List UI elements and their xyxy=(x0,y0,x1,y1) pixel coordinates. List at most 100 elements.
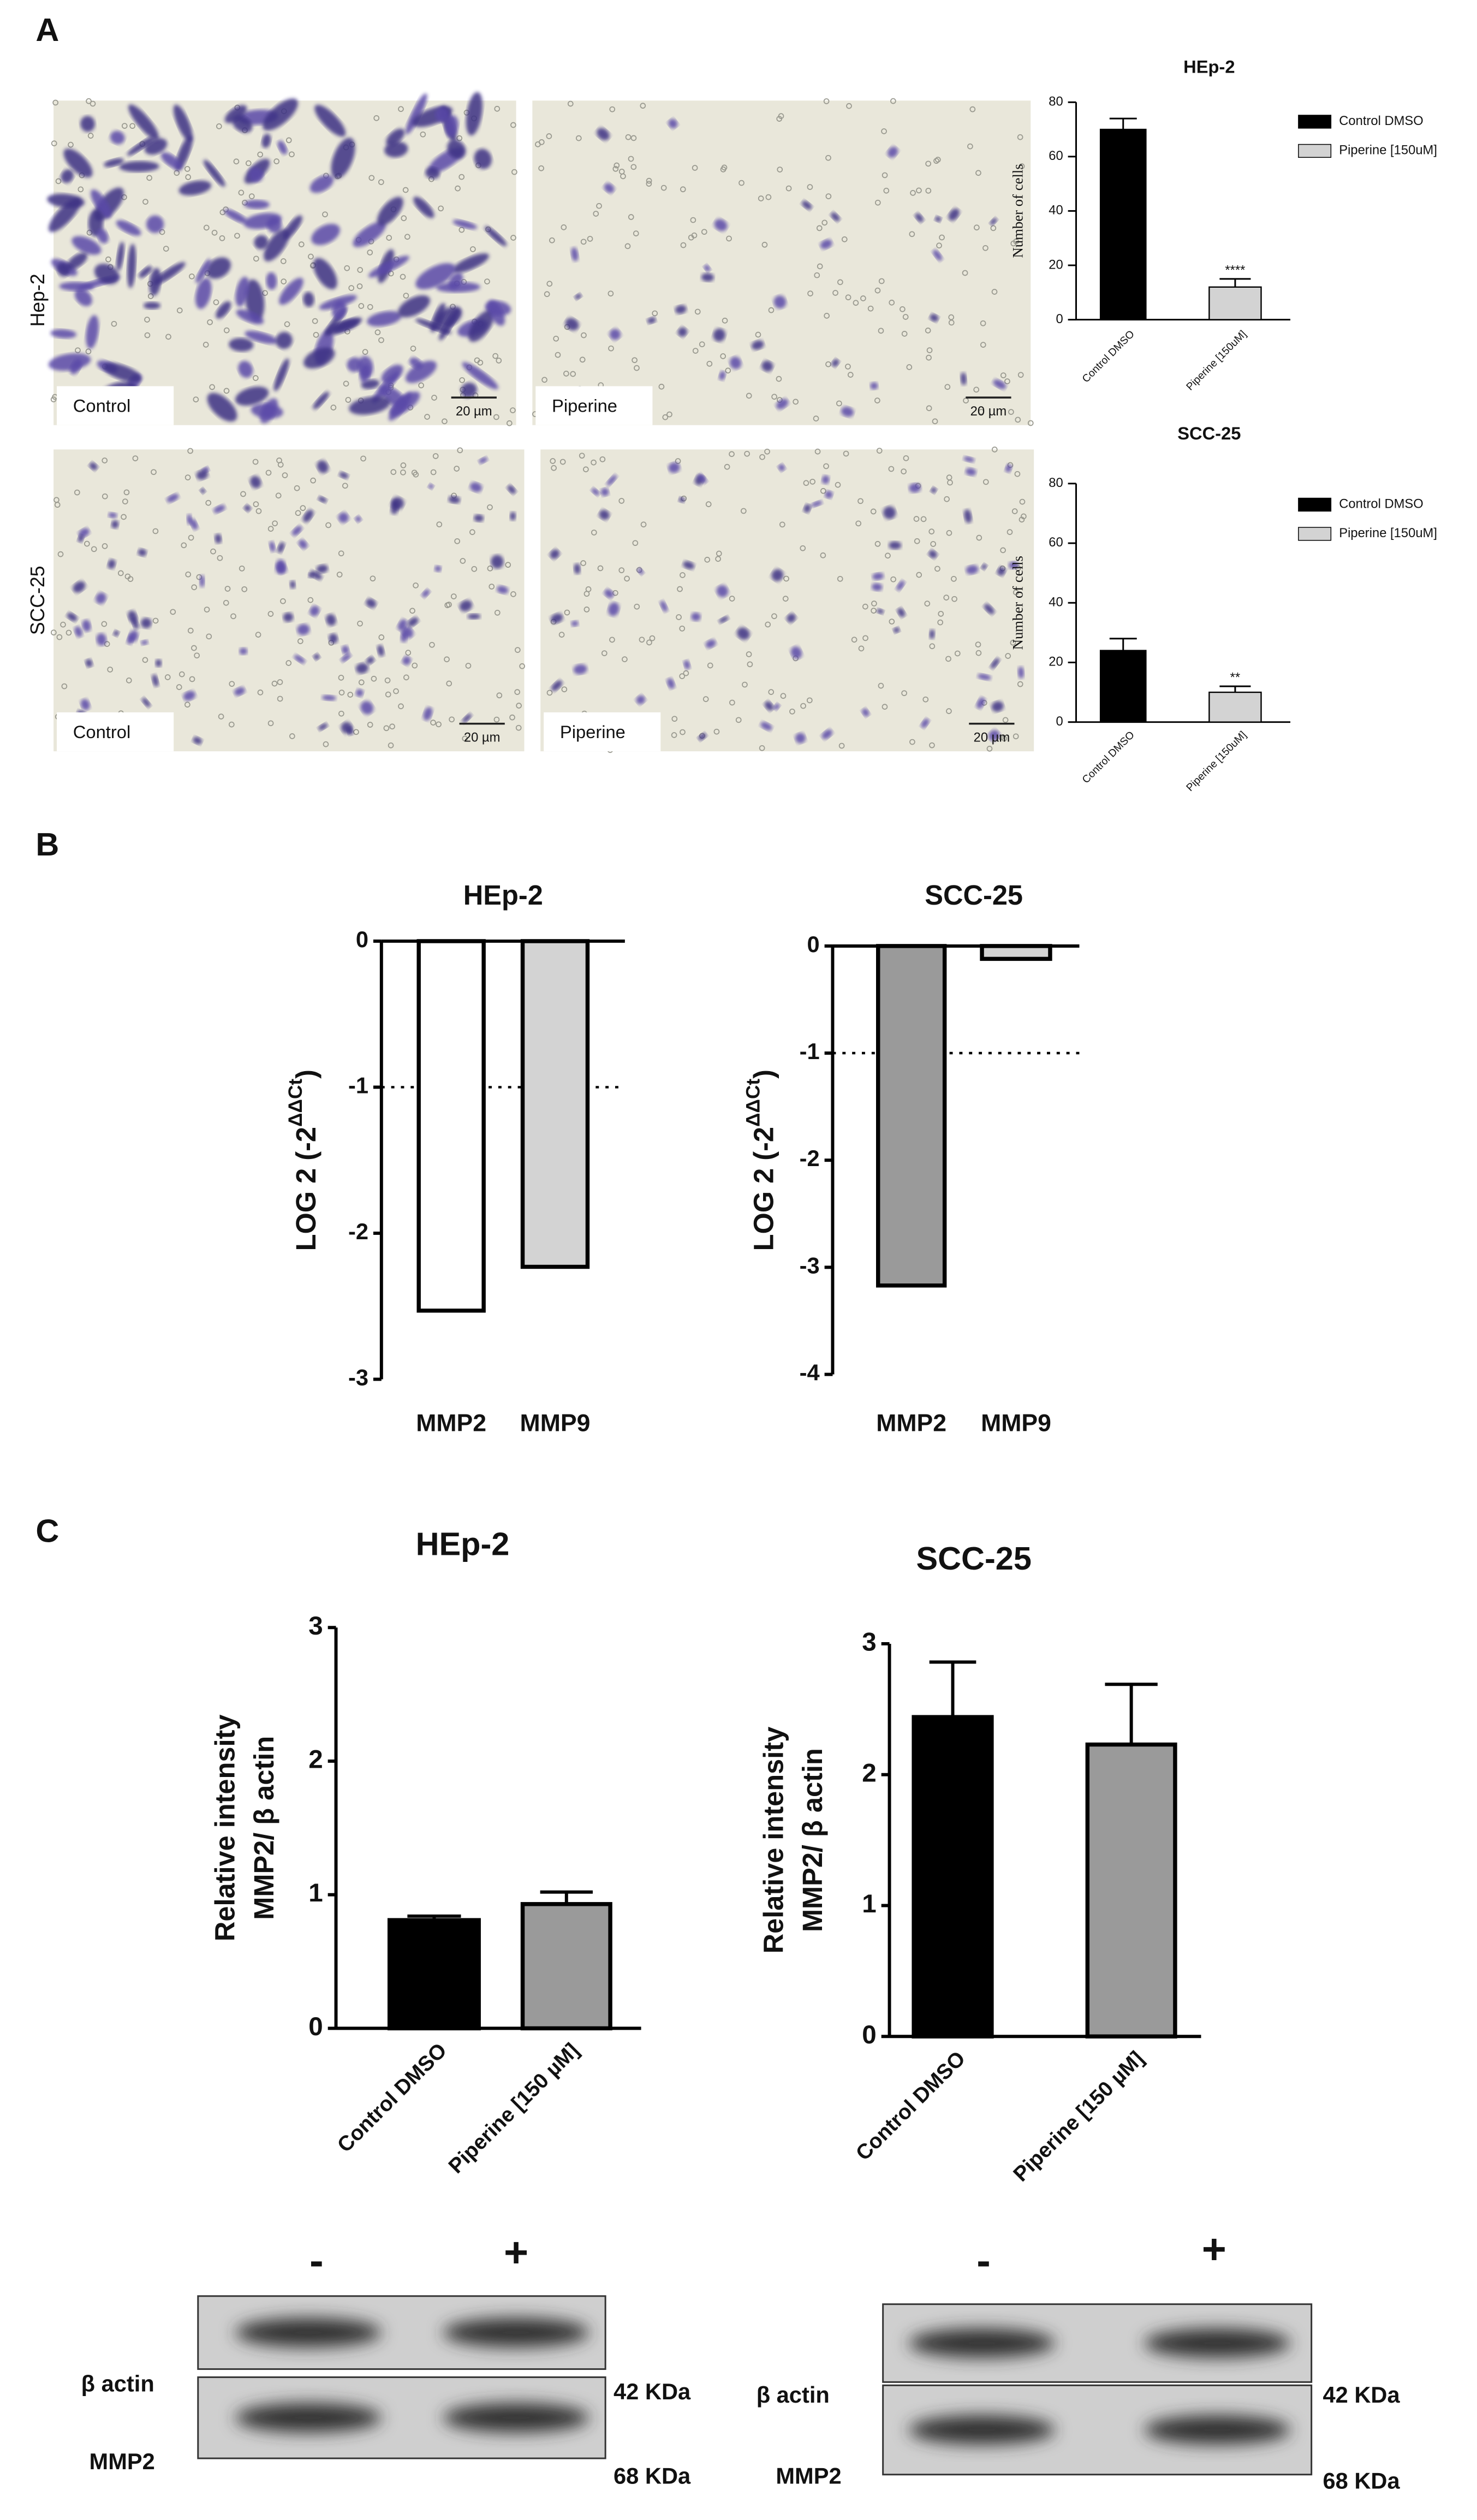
cell-pore xyxy=(403,674,409,681)
cell-pore xyxy=(496,692,503,699)
cell-pore xyxy=(389,723,395,730)
lane-label: + xyxy=(1202,2226,1226,2273)
x-tick-label: MMP9 xyxy=(520,1410,591,1436)
stained-cell xyxy=(771,569,784,581)
cell-pore xyxy=(779,521,785,528)
stained-cell xyxy=(803,504,811,513)
cell-pore xyxy=(358,679,365,686)
stained-cell xyxy=(981,563,987,570)
stained-cell xyxy=(600,488,609,496)
cell-pore xyxy=(838,742,845,749)
cell-pore xyxy=(224,586,231,592)
cell-pore xyxy=(679,625,686,632)
cell-pore xyxy=(841,236,848,242)
cell-pore xyxy=(193,396,199,403)
cell-pore xyxy=(144,317,150,323)
stained-cell xyxy=(332,301,347,320)
y-tick-label: -3 xyxy=(800,1252,820,1278)
y-axis-label-text: Number of cells xyxy=(1010,556,1026,650)
cell-pore xyxy=(705,501,712,507)
scale-bar-label: 20 µm xyxy=(456,404,492,419)
cell-pore xyxy=(570,371,576,377)
stained-cell xyxy=(355,663,368,674)
chart-title: SCC-25 xyxy=(916,1540,1031,1577)
cell-pore xyxy=(454,466,460,472)
cell-pore xyxy=(1017,372,1024,378)
cell-pore xyxy=(721,164,728,171)
cell-pore xyxy=(735,717,742,723)
y-tick-label: 80 xyxy=(1049,476,1063,490)
cell-pore xyxy=(297,638,303,644)
cell-pore xyxy=(843,450,849,457)
stained-cell xyxy=(963,456,975,462)
x-tick-label: Control DMSO xyxy=(1080,729,1137,786)
panel-label: B xyxy=(35,826,59,863)
cell-pore xyxy=(219,235,225,241)
cell-pore xyxy=(404,234,410,240)
cell-pore xyxy=(267,611,274,617)
cell-pore xyxy=(345,397,352,403)
stained-cell xyxy=(166,494,179,503)
cell-pore xyxy=(442,418,448,425)
stained-cell xyxy=(452,253,489,273)
cell-pore xyxy=(916,187,922,194)
stained-cell xyxy=(841,406,854,417)
cell-pore xyxy=(720,353,726,359)
cell-pore xyxy=(147,293,154,299)
cell-pore xyxy=(853,300,859,306)
stained-cell xyxy=(110,130,125,145)
cell-pore xyxy=(170,609,176,615)
stained-cell xyxy=(647,317,656,324)
cell-pore xyxy=(74,489,80,496)
stained-cell xyxy=(984,604,994,615)
cell-pore xyxy=(506,420,513,426)
cell-pore xyxy=(240,491,246,497)
stained-cell xyxy=(283,613,294,622)
chart-title: SCC-25 xyxy=(1177,423,1241,443)
cell-pore xyxy=(855,520,862,527)
stained-cell xyxy=(571,247,579,261)
cell-pore xyxy=(706,360,713,367)
cell-pore xyxy=(176,684,182,690)
cell-pore xyxy=(402,187,409,193)
cell-pore xyxy=(803,480,809,486)
cell-pore xyxy=(747,661,753,668)
cell-pore xyxy=(990,225,997,231)
stained-cell xyxy=(871,583,883,591)
stained-cell xyxy=(915,213,924,223)
chart: SCC-25 Relative intensity MMP2/ β actin 0 1 2… xyxy=(758,1540,1201,2186)
cell-pore xyxy=(820,552,826,558)
y-axis-label: MMP2/ β actin xyxy=(797,1748,828,1932)
stained-cell xyxy=(778,463,785,472)
stained-cell xyxy=(80,116,96,132)
stained-cell xyxy=(821,729,833,739)
cell-pore xyxy=(295,510,301,516)
cell-pore xyxy=(824,313,830,319)
cell-pore xyxy=(906,364,913,370)
cell-pore xyxy=(338,674,344,681)
stained-cell xyxy=(326,319,359,335)
stained-cell xyxy=(366,598,377,608)
cell-pore xyxy=(204,607,210,613)
cell-pore xyxy=(248,193,255,199)
cell-pore xyxy=(121,514,127,520)
cell-pore xyxy=(91,546,97,552)
cell-pore xyxy=(209,384,215,390)
cell-pore xyxy=(216,123,222,129)
cell-pore xyxy=(609,106,616,112)
cell-pore xyxy=(184,702,190,708)
cell-pore xyxy=(1008,409,1014,415)
stained-cell xyxy=(436,282,480,293)
stained-cell xyxy=(434,565,442,572)
cell-pore xyxy=(51,629,57,635)
stained-cell xyxy=(704,264,711,272)
cell-pore xyxy=(599,456,606,462)
cell-pore xyxy=(926,405,932,412)
cell-pore xyxy=(729,596,735,602)
x-tick-label: Piperine [150uM] xyxy=(1184,729,1249,794)
y-axis-label: Number of cells xyxy=(1010,556,1026,650)
micrograph: Control 20 µm xyxy=(47,92,517,426)
cell-pore xyxy=(777,167,783,173)
cell-pore xyxy=(575,135,582,141)
